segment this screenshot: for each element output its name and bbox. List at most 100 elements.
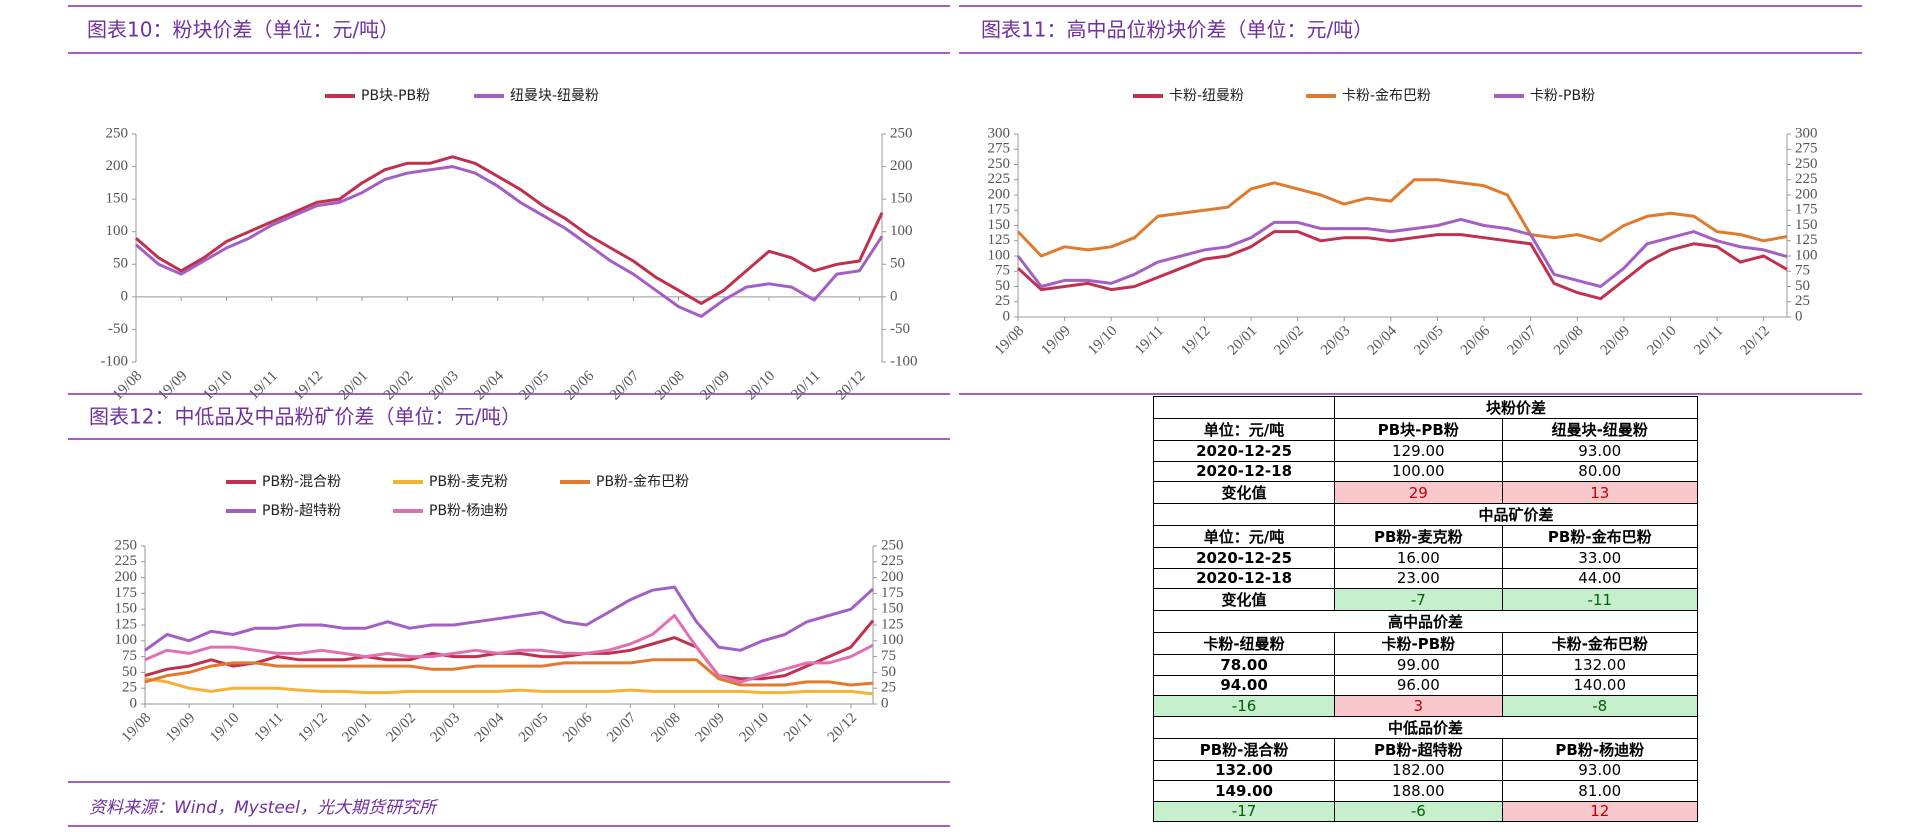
x-tick-label: 20/08 bbox=[648, 710, 683, 745]
source-note: 资料来源：Wind，Mysteel，光大期货研究所 bbox=[89, 798, 439, 818]
table-cell: 99.00 bbox=[1334, 654, 1503, 676]
y2-tick-label: -50 bbox=[890, 321, 910, 337]
series-line bbox=[1016, 178, 1788, 258]
table-cell: -7 bbox=[1334, 588, 1503, 611]
y2-tick-label: 150 bbox=[881, 601, 904, 617]
series-line bbox=[1016, 217, 1788, 288]
y-tick-label: 100 bbox=[106, 223, 129, 239]
x-tick-label: 19/11 bbox=[252, 710, 287, 745]
table-row: -16 3 -8 bbox=[1152, 695, 1699, 717]
x-tick-label: 20/03 bbox=[428, 710, 463, 745]
table-cell: 100.00 bbox=[1334, 460, 1503, 482]
x-tick-label: 20/06 bbox=[562, 368, 598, 404]
table-row: 94.00 96.00 140.00 bbox=[1152, 674, 1699, 696]
table-cell: PB粉-麦克粉 bbox=[1334, 525, 1503, 548]
y-tick-label: 50 bbox=[995, 278, 1010, 294]
y-tick-label: 125 bbox=[988, 232, 1011, 248]
x-tick-label: 20/02 bbox=[384, 710, 419, 745]
x-tick-label: 20/05 bbox=[516, 710, 551, 745]
table-row: -17 -6 12 bbox=[1152, 800, 1699, 822]
section-row: 高中品价差 bbox=[1153, 610, 1698, 633]
x-tick-label: 20/01 bbox=[336, 368, 371, 403]
table-cell: 93.00 bbox=[1501, 440, 1699, 462]
legend-label: 卡粉-金布巴粉 bbox=[1342, 88, 1431, 104]
y-tick-label: 250 bbox=[115, 537, 138, 553]
y2-tick-label: 250 bbox=[881, 537, 904, 553]
y-tick-label: 250 bbox=[106, 125, 129, 141]
table-cell: 卡粉-纽曼粉 bbox=[1152, 632, 1336, 655]
x-tick-label: 19/10 bbox=[200, 368, 235, 403]
y2-tick-label: 50 bbox=[1795, 278, 1810, 294]
table-cell: -16 bbox=[1152, 695, 1336, 717]
table-cell: 单位：元/吨 bbox=[1152, 525, 1336, 548]
table-cell: 132.00 bbox=[1152, 759, 1336, 781]
table-cell bbox=[1152, 503, 1336, 526]
legend-label: PB粉-超特粉 bbox=[262, 503, 341, 519]
x-tick-label: 20/12 bbox=[825, 710, 860, 745]
legend-label: PB粉-杨迪粉 bbox=[429, 503, 508, 519]
y-tick-label: 150 bbox=[115, 601, 138, 617]
x-tick-label: 20/08 bbox=[652, 368, 687, 403]
y2-tick-label: 125 bbox=[1795, 232, 1818, 248]
table-cell: 13 bbox=[1501, 481, 1699, 504]
table-cell: 变化值 bbox=[1152, 481, 1336, 504]
y2-tick-label: 0 bbox=[890, 288, 898, 304]
spread-table: 块粉价差 单位：元/吨 PB块-PB粉 纽曼块-纽曼粉 2020-12-25 129.00… bbox=[1152, 396, 1699, 822]
x-tick-label: 20/12 bbox=[833, 368, 868, 403]
y2-tick-label: 25 bbox=[1795, 293, 1810, 309]
table-cell: 12 bbox=[1501, 800, 1699, 822]
y-tick-label: 225 bbox=[988, 171, 1011, 187]
x-tick-label: 20/03 bbox=[1318, 323, 1353, 358]
x-tick-label: 20/05 bbox=[517, 368, 552, 403]
x-tick-label: 20/04 bbox=[1365, 323, 1401, 359]
x-tick-label: 19/10 bbox=[207, 710, 242, 745]
table-cell: 94.00 bbox=[1152, 674, 1336, 696]
y-tick-label: 150 bbox=[988, 217, 1011, 233]
table-cell: PB粉-混合粉 bbox=[1152, 737, 1336, 761]
y2-tick-label: 275 bbox=[1795, 141, 1818, 157]
table-cell: 中品矿价差 bbox=[1334, 503, 1698, 526]
x-tick-label: 19/08 bbox=[992, 323, 1027, 358]
table-cell: 单位：元/吨 bbox=[1152, 418, 1336, 441]
y-tick-label: 100 bbox=[115, 632, 138, 648]
y-tick-label: 150 bbox=[106, 191, 129, 207]
x-tick-label: 20/06 bbox=[1458, 323, 1494, 359]
table-cell: 188.00 bbox=[1334, 780, 1503, 802]
y2-tick-label: 75 bbox=[1795, 263, 1810, 279]
x-tick-label: 19/12 bbox=[291, 368, 326, 403]
x-tick-label: 19/12 bbox=[295, 710, 330, 745]
x-tick-label: 20/04 bbox=[472, 710, 508, 746]
y-tick-label: 175 bbox=[115, 585, 138, 601]
y2-tick-label: 175 bbox=[1795, 202, 1818, 218]
x-tick-label: 20/02 bbox=[1271, 323, 1306, 358]
table-cell: 44.00 bbox=[1501, 567, 1699, 589]
table-cell: 2020-12-18 bbox=[1152, 567, 1336, 589]
y2-tick-label: 0 bbox=[1795, 308, 1803, 324]
y2-tick-label: 25 bbox=[881, 680, 896, 696]
x-tick-label: 20/02 bbox=[381, 368, 416, 403]
y2-tick-label: -100 bbox=[890, 353, 918, 369]
x-tick-label: 19/09 bbox=[163, 710, 198, 745]
table-row: 卡粉-纽曼粉 卡粉-PB粉 卡粉-金布巴粉 bbox=[1152, 632, 1699, 655]
y2-tick-label: 225 bbox=[1795, 171, 1818, 187]
y-tick-label: -100 bbox=[101, 353, 129, 369]
table-cell: 140.00 bbox=[1501, 674, 1699, 696]
y2-tick-label: 250 bbox=[1795, 156, 1818, 172]
table-cell: 16.00 bbox=[1334, 547, 1503, 569]
y-tick-label: 100 bbox=[988, 247, 1011, 263]
y2-tick-label: 125 bbox=[881, 616, 904, 632]
table-row: 2020-12-25 129.00 93.00 bbox=[1152, 440, 1699, 462]
x-tick-label: 19/10 bbox=[1085, 323, 1120, 358]
table-row: PB粉-混合粉 PB粉-超特粉 PB粉-杨迪粉 bbox=[1152, 737, 1699, 761]
legend-label: 卡粉-纽曼粉 bbox=[1169, 88, 1244, 104]
x-tick-label: 19/11 bbox=[246, 368, 281, 403]
x-tick-label: 20/07 bbox=[604, 710, 640, 746]
series-line bbox=[144, 677, 874, 696]
table-cell: 卡粉-金布巴粉 bbox=[1501, 632, 1699, 655]
table-row: 变化值 -7 -11 bbox=[1152, 588, 1699, 611]
y-tick-label: 225 bbox=[115, 553, 138, 569]
table-cell: 卡粉-PB粉 bbox=[1334, 632, 1503, 655]
x-tick-label: 20/10 bbox=[743, 368, 778, 403]
legend-label: PB粉-混合粉 bbox=[262, 474, 341, 490]
